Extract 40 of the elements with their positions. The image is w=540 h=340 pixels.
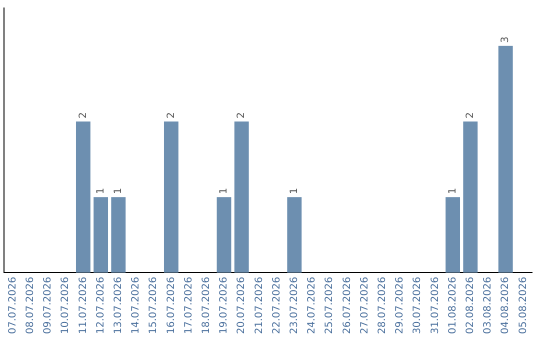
x-tick-label: 14.07.2026 (130, 276, 142, 334)
x-tick-label: 05.08.2026 (518, 276, 529, 334)
x-tick-label: 11.07.2026 (78, 276, 89, 334)
data-label: 2 (464, 112, 476, 118)
x-tick-label: 01.08.2026 (447, 276, 458, 334)
data-label: 1 (95, 188, 106, 194)
x-tick-label: 08.07.2026 (24, 276, 36, 334)
data-label: 3 (500, 36, 512, 43)
x-tick-label: 17.07.2026 (183, 276, 194, 334)
x-tick-label: 09.07.2026 (42, 276, 54, 334)
data-label: 2 (78, 112, 89, 118)
x-tick-label: 15.07.2026 (148, 276, 160, 334)
x-tick-label: 21.07.2026 (254, 276, 265, 334)
x-tick-label: 28.07.2026 (376, 276, 388, 334)
x-tick-label: 30.07.2026 (412, 276, 424, 334)
x-tick-label: 07.07.2026 (7, 276, 18, 334)
x-tick-label: 03.08.2026 (482, 276, 494, 334)
x-tick-label: 02.08.2026 (464, 276, 476, 334)
x-tick-label: 19.07.2026 (218, 276, 230, 334)
x-tick-label: 22.07.2026 (271, 276, 282, 334)
x-tick-label: 24.07.2026 (306, 276, 318, 334)
x-tick-label: 18.07.2026 (200, 276, 212, 334)
x-tick-label: 29.07.2026 (394, 276, 406, 334)
x-tick-label: 31.07.2026 (430, 276, 441, 334)
x-tick-label: 10.07.2026 (60, 276, 72, 334)
x-tick-label: 23.07.2026 (288, 276, 300, 334)
x-tick-label: 16.07.2026 (166, 276, 177, 334)
data-label: 1 (112, 188, 124, 194)
x-tick-label: 27.07.2026 (359, 276, 370, 334)
x-tick-label: 26.07.2026 (342, 276, 353, 334)
data-label: 2 (166, 112, 177, 118)
data-label: 1 (447, 188, 458, 194)
x-tick-label: 25.07.2026 (324, 276, 336, 334)
x-tick-label: 20.07.2026 (236, 276, 248, 334)
x-tick-label: 12.07.2026 (95, 276, 106, 334)
data-label: 1 (218, 188, 230, 194)
x-tick-label: 13.07.2026 (112, 276, 124, 334)
data-label: 2 (236, 112, 248, 118)
x-tick-label: 04.08.2026 (500, 276, 512, 334)
data-label: 1 (288, 188, 300, 194)
